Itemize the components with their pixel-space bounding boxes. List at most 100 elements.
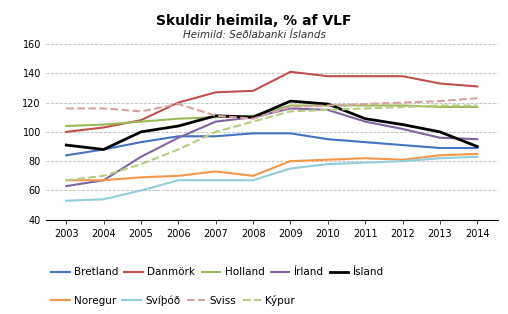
Bretland (399, 143, 405, 147)
Danmörk (213, 90, 219, 94)
Írland (101, 178, 107, 182)
Ísland (437, 130, 443, 134)
Bretland (474, 146, 481, 150)
Ísland (250, 115, 256, 119)
Kýpur (250, 120, 256, 123)
Noregur (474, 152, 481, 156)
Noregur (399, 158, 405, 162)
Holland (175, 117, 181, 121)
Holland (325, 104, 331, 107)
Írland (288, 106, 294, 110)
Sviss (175, 102, 181, 106)
Text: Heimild: Seðlabanki Íslands: Heimild: Seðlabanki Íslands (182, 30, 326, 40)
Kýpur (101, 174, 107, 178)
Holland (399, 104, 405, 107)
Danmörk (288, 70, 294, 74)
Line: Kýpur: Kýpur (66, 106, 478, 180)
Írland (474, 137, 481, 141)
Holland (288, 104, 294, 107)
Sviss (474, 96, 481, 100)
Svíþóð (399, 159, 405, 163)
Kýpur (138, 162, 144, 166)
Line: Ísland: Ísland (66, 101, 478, 149)
Danmörk (101, 126, 107, 129)
Ísland (101, 148, 107, 151)
Svíþóð (250, 178, 256, 182)
Noregur (101, 178, 107, 182)
Noregur (250, 174, 256, 178)
Ísland (63, 143, 69, 147)
Holland (250, 114, 256, 118)
Holland (63, 124, 69, 128)
Bretland (138, 140, 144, 144)
Írland (213, 120, 219, 123)
Ísland (325, 102, 331, 106)
Ísland (175, 124, 181, 128)
Line: Írland: Írland (66, 108, 478, 186)
Kýpur (362, 106, 368, 110)
Svíþóð (325, 162, 331, 166)
Text: Skuldir heimila, % af VLF: Skuldir heimila, % af VLF (156, 14, 352, 28)
Írland (175, 136, 181, 140)
Holland (138, 120, 144, 123)
Sviss (63, 106, 69, 110)
Kýpur (213, 130, 219, 134)
Kýpur (63, 178, 69, 182)
Line: Svíþóð: Svíþóð (66, 157, 478, 201)
Noregur (175, 174, 181, 178)
Line: Sviss: Sviss (66, 98, 478, 119)
Sviss (437, 99, 443, 103)
Kýpur (399, 105, 405, 109)
Sviss (288, 105, 294, 109)
Bretland (288, 132, 294, 135)
Kýpur (175, 148, 181, 151)
Legend: Bretland, Danmörk, Holland, Írland, Ísland: Bretland, Danmörk, Holland, Írland, Ísla… (51, 268, 384, 277)
Bretland (250, 132, 256, 135)
Danmörk (63, 130, 69, 134)
Ísland (362, 117, 368, 121)
Sviss (213, 114, 219, 118)
Line: Noregur: Noregur (66, 154, 478, 180)
Írland (437, 136, 443, 140)
Svíþóð (175, 178, 181, 182)
Line: Bretland: Bretland (66, 133, 478, 155)
Ísland (288, 99, 294, 103)
Svíþóð (288, 167, 294, 171)
Kýpur (288, 110, 294, 113)
Danmörk (362, 74, 368, 78)
Bretland (437, 146, 443, 150)
Svíþóð (138, 189, 144, 192)
Svíþóð (101, 198, 107, 201)
Noregur (325, 158, 331, 162)
Bretland (101, 148, 107, 151)
Holland (437, 105, 443, 109)
Danmörk (437, 82, 443, 85)
Danmörk (325, 74, 331, 78)
Ísland (213, 114, 219, 118)
Noregur (288, 159, 294, 163)
Kýpur (474, 104, 481, 107)
Danmörk (250, 89, 256, 93)
Bretland (325, 137, 331, 141)
Danmörk (399, 74, 405, 78)
Svíþóð (474, 155, 481, 159)
Bretland (213, 134, 219, 138)
Sviss (325, 104, 331, 107)
Svíþóð (437, 156, 443, 160)
Írland (63, 184, 69, 188)
Danmörk (474, 84, 481, 88)
Danmörk (175, 101, 181, 105)
Holland (474, 105, 481, 109)
Írland (250, 115, 256, 119)
Kýpur (325, 108, 331, 112)
Svíþóð (362, 161, 368, 165)
Sviss (138, 110, 144, 113)
Danmörk (138, 118, 144, 122)
Bretland (63, 154, 69, 157)
Noregur (63, 178, 69, 182)
Írland (325, 108, 331, 112)
Kýpur (437, 104, 443, 107)
Noregur (437, 154, 443, 157)
Bretland (362, 140, 368, 144)
Ísland (474, 145, 481, 149)
